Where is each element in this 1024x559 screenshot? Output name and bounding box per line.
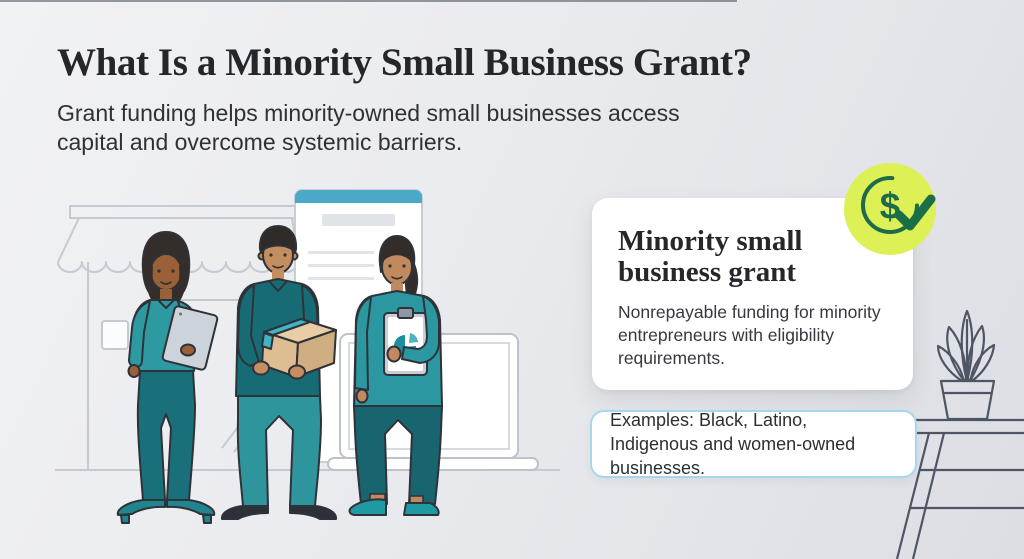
clipboard-clip xyxy=(397,307,414,319)
shoe xyxy=(403,502,440,516)
person-woman-clipboard xyxy=(348,235,443,516)
shoe xyxy=(289,505,338,520)
hand xyxy=(386,345,402,363)
top-border-line xyxy=(0,0,738,2)
shoe xyxy=(116,499,166,516)
definition-card-title: Minority small business grant xyxy=(618,225,803,288)
hand xyxy=(355,388,369,404)
dollar-coin-check-icon: $ xyxy=(861,176,936,234)
plant-pot xyxy=(939,379,996,421)
document-header-bar xyxy=(295,190,422,203)
clipboard xyxy=(383,307,428,376)
person-woman-tablet xyxy=(116,231,219,524)
check-mark xyxy=(894,194,936,231)
pants xyxy=(353,405,443,505)
hand xyxy=(180,343,196,357)
tablet xyxy=(161,305,219,371)
hand xyxy=(252,360,270,376)
hand xyxy=(288,364,306,380)
dollar-glyph: $ xyxy=(880,186,901,227)
pants xyxy=(136,370,196,501)
shoe xyxy=(348,498,387,516)
shoe xyxy=(166,499,216,516)
page-subtitle: Grant funding helps minority-owned small… xyxy=(57,100,680,155)
examples-text: Examples: Black, Latino, Indigenous and … xyxy=(610,410,856,478)
potted-plant-illustration xyxy=(936,309,996,421)
definition-card-body: Nonrepayable funding for minority entrep… xyxy=(618,302,881,368)
examples-card: Examples: Black, Latino, Indigenous and … xyxy=(590,410,917,478)
cardboard-box xyxy=(261,318,337,378)
pants xyxy=(236,395,322,507)
store-sign xyxy=(101,320,129,350)
page-title: What Is a Minority Small Business Grant? xyxy=(57,41,752,84)
shoe xyxy=(220,505,269,520)
hair xyxy=(258,225,298,254)
dollar-coin-check-badge: $ xyxy=(844,163,936,255)
person-man-box xyxy=(220,225,338,520)
